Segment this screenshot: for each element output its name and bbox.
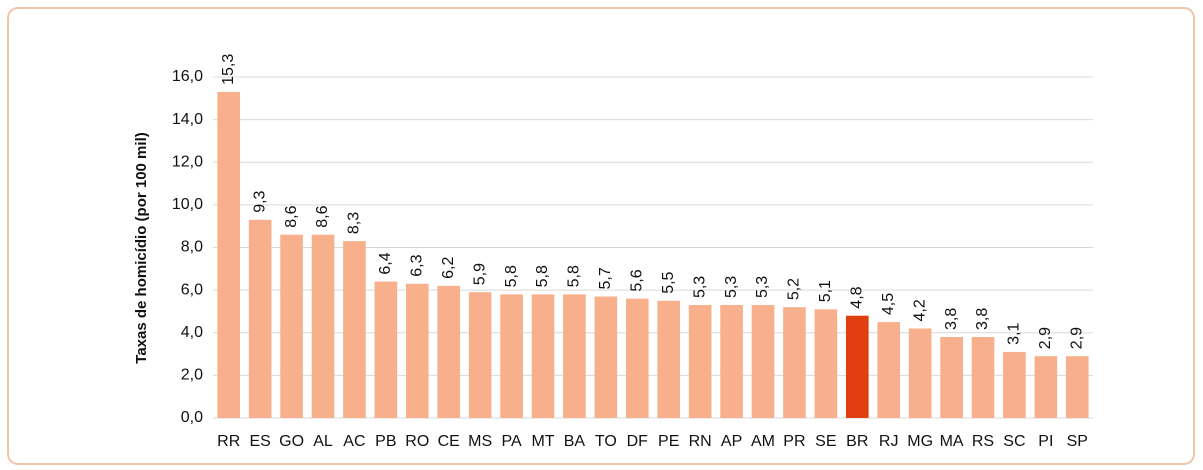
value-label: 6,2 bbox=[440, 257, 457, 279]
value-label: 5,1 bbox=[817, 280, 834, 302]
x-tick-label: MG bbox=[907, 433, 933, 450]
x-tick-label: AP bbox=[721, 433, 742, 450]
bar bbox=[594, 296, 618, 418]
x-tick-label: GO bbox=[279, 433, 304, 450]
x-tick-label: BA bbox=[564, 433, 586, 450]
x-tick-label: AC bbox=[343, 433, 365, 450]
bar bbox=[783, 307, 806, 418]
bar bbox=[500, 294, 523, 418]
x-tick-label: MA bbox=[940, 433, 964, 450]
value-label: 6,4 bbox=[377, 252, 394, 274]
x-tick-label: RO bbox=[405, 433, 429, 450]
x-tick-label: AL bbox=[313, 433, 333, 450]
bar bbox=[940, 337, 963, 418]
x-tick-label: CE bbox=[438, 433, 460, 450]
bar bbox=[405, 283, 429, 418]
x-tick-label: BR bbox=[846, 433, 868, 450]
bar bbox=[280, 234, 303, 418]
value-label: 3,1 bbox=[1006, 323, 1023, 345]
bar bbox=[751, 305, 775, 418]
value-label: 5,3 bbox=[723, 276, 740, 298]
value-label: 2,9 bbox=[1069, 327, 1086, 349]
x-tick-label: RR bbox=[217, 433, 240, 450]
x-tick-label: ES bbox=[249, 433, 270, 450]
value-label: 4,5 bbox=[880, 293, 897, 315]
bar bbox=[814, 309, 838, 418]
value-label: 5,3 bbox=[754, 276, 771, 298]
bar bbox=[468, 292, 492, 418]
x-tick-label: PA bbox=[501, 433, 521, 450]
value-label: 8,6 bbox=[314, 205, 331, 227]
x-tick-label: RN bbox=[689, 433, 712, 450]
y-tick-label: 10,0 bbox=[172, 196, 203, 213]
value-label: 5,8 bbox=[503, 265, 520, 287]
value-label: 5,8 bbox=[534, 265, 551, 287]
value-label: 5,5 bbox=[660, 271, 677, 293]
value-label: 4,2 bbox=[911, 299, 928, 321]
bar bbox=[971, 337, 995, 418]
y-tick-label: 0,0 bbox=[181, 409, 203, 426]
bar bbox=[1034, 356, 1058, 418]
bar bbox=[248, 219, 272, 418]
value-label: 5,6 bbox=[629, 269, 646, 291]
y-tick-label: 14,0 bbox=[172, 111, 203, 128]
bar bbox=[657, 300, 681, 418]
bar bbox=[625, 298, 649, 418]
y-tick-label: 8,0 bbox=[181, 239, 203, 256]
bar bbox=[877, 322, 901, 418]
value-label: 8,6 bbox=[283, 205, 300, 227]
bar bbox=[720, 305, 743, 418]
bar bbox=[1003, 351, 1026, 418]
bar bbox=[688, 305, 712, 418]
x-tick-label: RS bbox=[972, 433, 994, 450]
x-tick-label: SP bbox=[1067, 433, 1088, 450]
value-label: 5,7 bbox=[597, 267, 614, 289]
bar bbox=[437, 285, 461, 418]
x-tick-label: AM bbox=[751, 433, 775, 450]
bar bbox=[563, 294, 586, 418]
value-label: 5,9 bbox=[471, 263, 488, 285]
x-tick-label: PR bbox=[783, 433, 805, 450]
bar bbox=[531, 294, 555, 418]
x-tick-label: PE bbox=[658, 433, 679, 450]
value-label: 5,2 bbox=[786, 278, 803, 300]
x-tick-label: DF bbox=[627, 433, 649, 450]
bar bbox=[217, 91, 241, 418]
x-tick-label: PI bbox=[1038, 433, 1053, 450]
bar bbox=[374, 281, 398, 418]
y-tick-label: 16,0 bbox=[172, 68, 203, 85]
y-tick-label: 4,0 bbox=[181, 324, 203, 341]
x-tick-label: TO bbox=[595, 433, 617, 450]
value-label: 6,3 bbox=[409, 254, 426, 276]
y-axis-label: Taxas de homicídio (por 100 mil) bbox=[133, 132, 150, 363]
value-label: 5,8 bbox=[566, 265, 583, 287]
value-label: 2,9 bbox=[1037, 327, 1054, 349]
y-tick-label: 2,0 bbox=[181, 367, 203, 384]
x-tick-label: SC bbox=[1003, 433, 1025, 450]
bar bbox=[343, 241, 366, 418]
bar bbox=[845, 315, 869, 418]
bar bbox=[311, 234, 335, 418]
value-label: 5,3 bbox=[691, 276, 708, 298]
bar bbox=[908, 328, 932, 418]
bar bbox=[1065, 356, 1089, 418]
x-tick-label: PB bbox=[375, 433, 396, 450]
y-tick-label: 6,0 bbox=[181, 281, 203, 298]
value-label: 9,3 bbox=[251, 190, 268, 212]
x-tick-label: SE bbox=[815, 433, 836, 450]
x-tick-label: MS bbox=[468, 433, 492, 450]
value-label: 15,3 bbox=[220, 54, 237, 85]
y-tick-label: 12,0 bbox=[172, 153, 203, 170]
value-label: 3,8 bbox=[974, 308, 991, 330]
x-tick-label: RJ bbox=[879, 433, 899, 450]
value-label: 8,3 bbox=[346, 212, 363, 234]
x-tick-label: MT bbox=[531, 433, 554, 450]
value-label: 4,8 bbox=[849, 286, 866, 308]
value-label: 3,8 bbox=[943, 308, 960, 330]
